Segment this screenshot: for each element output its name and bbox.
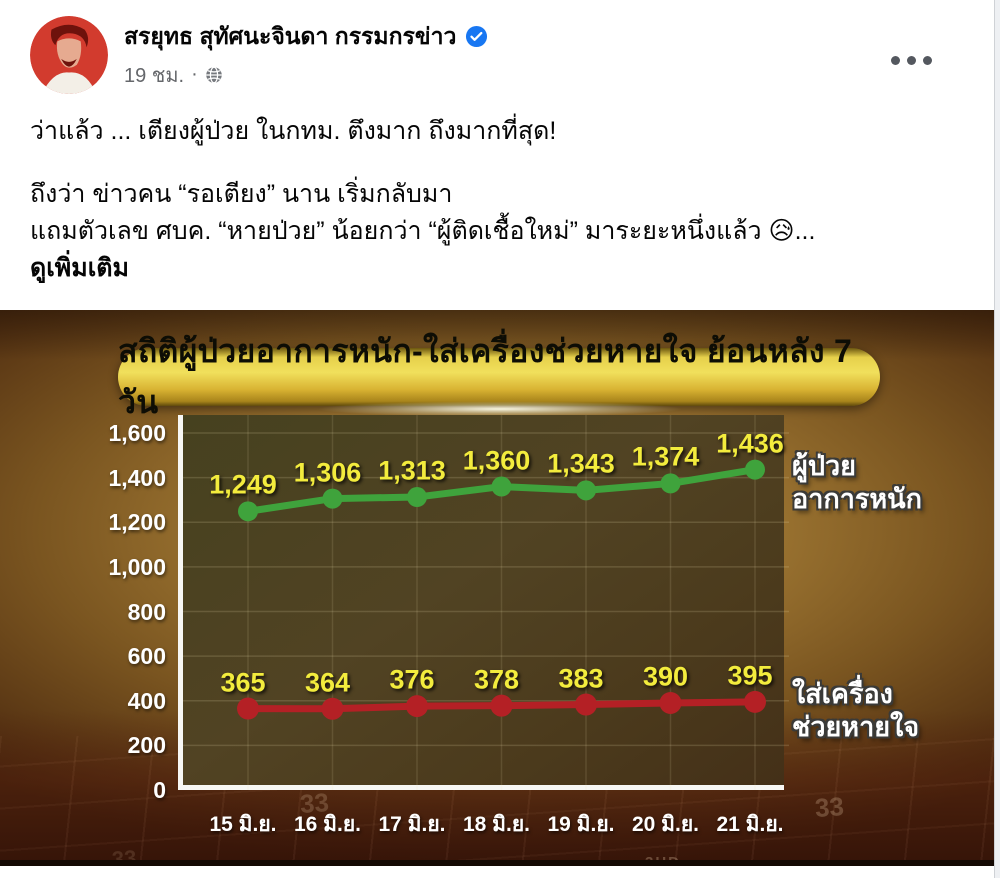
data-point: [237, 697, 259, 720]
data-point-label: 1,374: [631, 441, 700, 472]
author-name[interactable]: สรยุทธ สุทัศนะจินดา กรรมกรข่าว: [124, 23, 457, 49]
post-meta: 19 ชม. ·: [124, 59, 488, 91]
avatar-portrait: [30, 16, 108, 94]
data-point-label: 1,249: [209, 469, 277, 500]
y-axis-tick-label: 0: [153, 777, 166, 803]
x-axis-tick-label: 21 มิ.ย.: [716, 813, 784, 836]
ellipsis-icon: [923, 56, 932, 65]
data-point: [238, 501, 258, 522]
x-axis-tick-label: 16 มิ.ย.: [293, 813, 362, 836]
data-point-label: 1,306: [293, 457, 362, 488]
y-axis-tick-label: 1,200: [108, 509, 166, 536]
data-point-label: 1,436: [716, 428, 784, 459]
post-text-paragraph-2: ถึงว่า ข่าวคน “รอเตียง” นาน เริ่มกลับมา …: [30, 176, 970, 287]
y-axis-tick-label: 1,400: [108, 464, 166, 491]
legend-severe-line1: ผู้ป่วย: [792, 451, 856, 481]
data-point: [659, 691, 682, 714]
data-point-label: 1,313: [378, 455, 446, 486]
legend-severe-patients: ผู้ป่วย อาการหนัก: [792, 450, 922, 516]
data-point: [745, 459, 765, 480]
post-text-line-2: ถึงว่า ข่าวคน “รอเตียง” นาน เริ่มกลับมา: [30, 180, 453, 208]
data-point: [321, 697, 344, 720]
legend-ventilator-line2: ช่วยหายใจ: [792, 712, 920, 742]
data-point: [407, 487, 427, 508]
data-point: [322, 488, 343, 509]
post-body: ว่าแล้ว ... เตียงผู้ป่วย ในกทม. ตึงมาก ถ…: [0, 113, 1000, 287]
avatar[interactable]: [30, 16, 108, 94]
light-flare: [240, 398, 760, 420]
y-axis-tick-label: 400: [127, 687, 166, 714]
post-text-line-3: แถมตัวเลข ศบค. “หายป่วย” น้อยกว่า “ผู้ติ…: [30, 217, 816, 245]
x-axis-tick-label: 20 มิ.ย.: [631, 813, 700, 836]
legend-ventilator: ใส่เครื่อง ช่วยหายใจ: [792, 678, 919, 744]
data-point: [490, 694, 513, 717]
data-point: [575, 693, 597, 716]
ellipsis-icon: [891, 56, 900, 65]
legend-severe-line2: อาการหนัก: [792, 484, 922, 514]
verified-badge-icon: [466, 26, 488, 48]
y-axis-tick-label: 800: [127, 598, 166, 625]
post-options-button[interactable]: [881, 46, 942, 75]
data-point-label: 395: [727, 660, 773, 691]
plot-area: [178, 415, 789, 790]
data-point-label: 365: [220, 667, 266, 698]
data-point-label: 378: [473, 664, 520, 695]
y-axis-tick-label: 1,000: [108, 553, 166, 580]
data-point-label: 376: [389, 664, 435, 695]
chart-image[interactable]: สถิติผู้ป่วยอาการหนัก-ใส่เครื่องช่วยหายใ…: [0, 310, 1000, 866]
ellipsis-icon: [907, 56, 916, 65]
legend-ventilator-line1: ใส่เครื่อง: [792, 679, 893, 709]
data-point-label: 390: [642, 661, 689, 692]
chart-title: สถิติผู้ป่วยอาการหนัก-ใส่เครื่องช่วยหายใ…: [118, 333, 853, 420]
data-point: [660, 473, 681, 494]
line-chart: [183, 415, 789, 790]
page-edge-strip: [994, 0, 1000, 878]
x-axis-tick-label: 19 มิ.ย.: [547, 813, 615, 836]
data-point: [744, 690, 766, 713]
data-point-label: 1,343: [547, 448, 615, 479]
see-more-link[interactable]: ดูเพิ่มเติม: [30, 254, 129, 282]
x-axis-tick-label: 17 มิ.ย.: [378, 813, 446, 836]
x-axis-tick-label: 15 มิ.ย.: [209, 813, 277, 836]
header-text: สรยุทธ สุทัศนะจินดา กรรมกรข่าว 19 ชม. ·: [124, 16, 488, 91]
post-timestamp[interactable]: 19 ชม.: [124, 64, 185, 87]
y-axis-tick-label: 1,600: [108, 420, 166, 446]
y-axis-tick-label: 600: [127, 643, 166, 670]
data-point: [576, 480, 596, 501]
post-header: สรยุทธ สุทัศนะจินดา กรรมกรข่าว 19 ชม. ·: [0, 0, 1000, 94]
globe-icon: [206, 66, 222, 84]
data-point: [491, 476, 512, 497]
data-point-label: 1,360: [462, 445, 531, 476]
x-axis-tick-label: 18 มิ.ย.: [462, 813, 531, 836]
y-axis-tick-label: 200: [127, 732, 166, 759]
chart-title-banner: สถิติผู้ป่วยอาการหนัก-ใส่เครื่องช่วยหายใ…: [118, 333, 880, 420]
post-text-line-1: ว่าแล้ว ... เตียงผู้ป่วย ในกทม. ตึงมาก ถ…: [30, 117, 557, 145]
data-point-label: 383: [558, 663, 604, 694]
meta-separator: ·: [191, 63, 198, 86]
data-point: [406, 695, 428, 718]
data-point-label: 364: [304, 667, 351, 698]
